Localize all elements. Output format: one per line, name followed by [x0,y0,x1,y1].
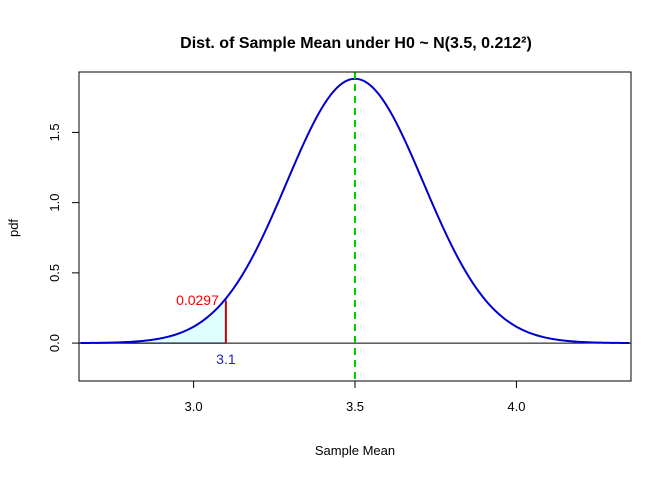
x-tick-label: 4.0 [507,399,525,414]
chart-title: Dist. of Sample Mean under H0 ~ N(3.5, 0… [180,35,532,52]
plot-area: 0.0297 3.1 [79,72,631,381]
x-axis-label: Sample Mean [315,443,395,458]
x-axis: 3.0 3.5 4.0 [185,380,525,414]
y-axis: 0.0 0.5 1.0 1.5 [47,123,80,352]
y-tick-label: 1.0 [47,194,62,212]
y-axis-label: pdf [6,219,21,237]
y-tick-label: 0.5 [47,264,62,282]
plot-frame [78,71,632,382]
x-tick-label: 3.0 [185,399,203,414]
tail-probability-label: 0.0297 [176,292,219,308]
y-tick-label: 0.0 [47,334,62,352]
critical-value-label: 3.1 [216,351,236,367]
x-tick-label: 3.5 [346,399,364,414]
y-tick-label: 1.5 [47,123,62,141]
